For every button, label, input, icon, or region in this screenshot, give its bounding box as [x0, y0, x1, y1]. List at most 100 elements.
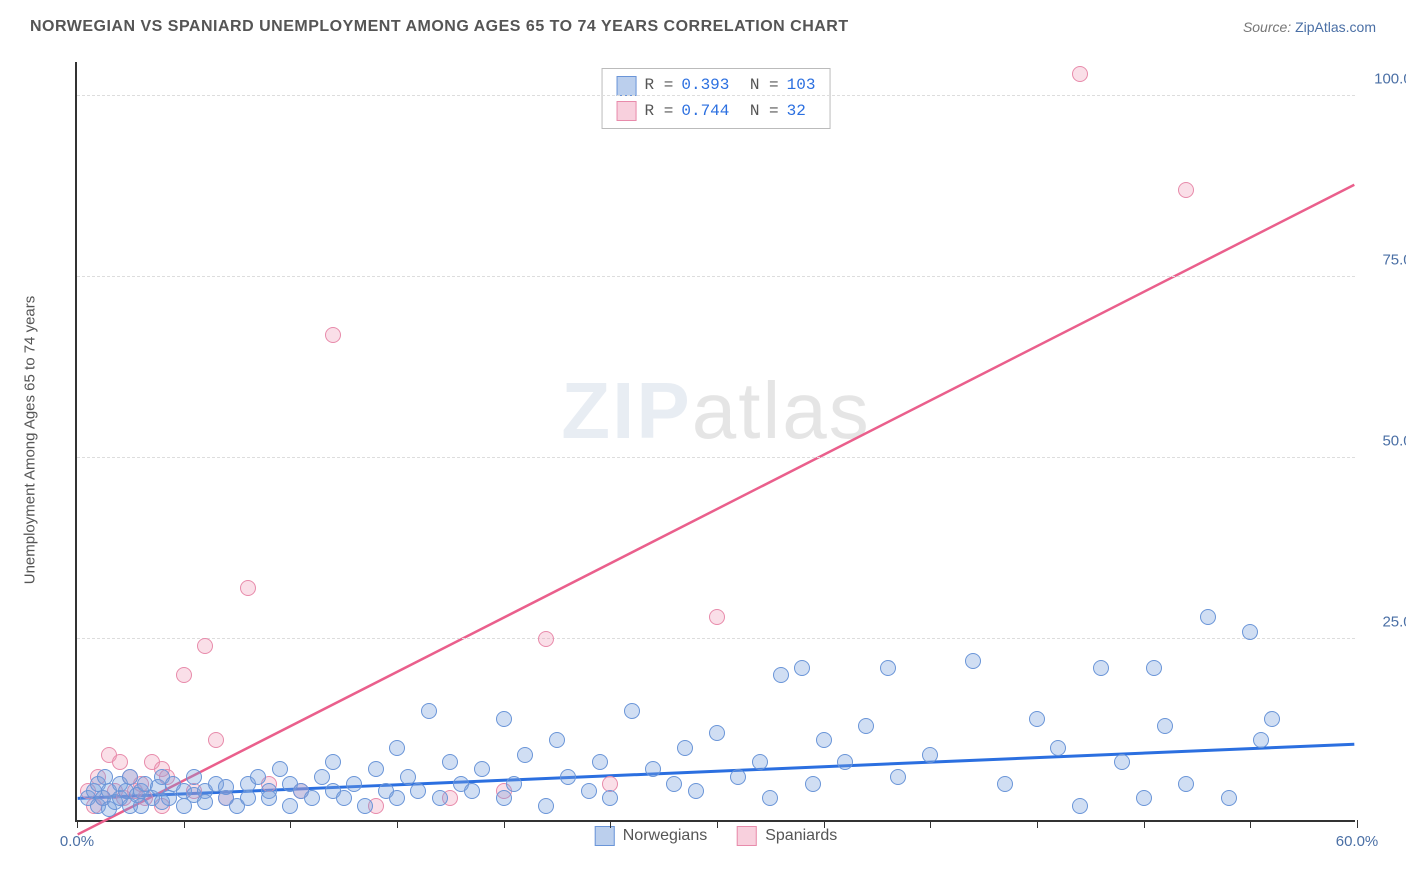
xtick	[1250, 820, 1251, 828]
n-label: N =	[750, 99, 779, 125]
xtick	[397, 820, 398, 828]
swatch-blue-icon	[617, 76, 637, 96]
data-point	[282, 798, 298, 814]
data-point	[837, 754, 853, 770]
data-point	[186, 769, 202, 785]
legend-item-spaniards: Spaniards	[737, 826, 837, 846]
data-point	[240, 580, 256, 596]
gridline-h	[77, 276, 1355, 277]
data-point	[624, 703, 640, 719]
data-point	[1114, 754, 1130, 770]
data-point	[464, 783, 480, 799]
data-point	[858, 718, 874, 734]
xtick	[1037, 820, 1038, 828]
data-point	[368, 761, 384, 777]
data-point	[538, 798, 554, 814]
legend-label: Norwegians	[623, 827, 707, 845]
legend-label: Spaniards	[765, 827, 837, 845]
xtick	[824, 820, 825, 828]
xtick-label: 60.0%	[1336, 833, 1379, 850]
swatch-pink-icon	[617, 101, 637, 121]
r-label: R =	[645, 99, 674, 125]
legend-item-norwegians: Norwegians	[595, 826, 707, 846]
data-point	[517, 747, 533, 763]
data-point	[1242, 624, 1258, 640]
chart-title: NORWEGIAN VS SPANIARD UNEMPLOYMENT AMONG…	[30, 18, 849, 36]
data-point	[400, 769, 416, 785]
data-point	[645, 761, 661, 777]
y-axis-label: Unemployment Among Ages 65 to 74 years	[22, 296, 39, 585]
data-point	[161, 790, 177, 806]
stats-legend: R = 0.393 N = 103 R = 0.744 N = 32	[602, 68, 831, 129]
data-point	[208, 732, 224, 748]
data-point	[506, 776, 522, 792]
data-point	[1072, 798, 1088, 814]
data-point	[538, 631, 554, 647]
n-value: 32	[787, 99, 806, 125]
data-point	[1093, 660, 1109, 676]
data-point	[218, 779, 234, 795]
data-point	[965, 653, 981, 669]
xtick	[610, 820, 611, 828]
data-point	[1157, 718, 1173, 734]
plot-area: ZIPatlas R = 0.393 N = 103 R = 0.744 N =…	[75, 62, 1355, 822]
data-point	[549, 732, 565, 748]
data-point	[325, 754, 341, 770]
xtick	[184, 820, 185, 828]
data-point	[1136, 790, 1152, 806]
data-point	[997, 776, 1013, 792]
data-point	[794, 660, 810, 676]
trend-lines	[77, 62, 1355, 820]
ytick-label: 25.0%	[1382, 614, 1406, 631]
r-value: 0.744	[681, 99, 729, 125]
data-point	[346, 776, 362, 792]
data-point	[1178, 776, 1194, 792]
data-point	[1264, 711, 1280, 727]
data-point	[357, 798, 373, 814]
data-point	[336, 790, 352, 806]
gridline-h	[77, 457, 1355, 458]
data-point	[1072, 66, 1088, 82]
data-point	[304, 790, 320, 806]
data-point	[890, 769, 906, 785]
xtick-label: 0.0%	[60, 833, 94, 850]
watermark-atlas: atlas	[692, 366, 871, 455]
data-point	[261, 790, 277, 806]
data-point	[1050, 740, 1066, 756]
bottom-legend: Norwegians Spaniards	[595, 826, 838, 846]
watermark-zip: ZIP	[561, 366, 691, 455]
xtick	[717, 820, 718, 828]
data-point	[240, 790, 256, 806]
swatch-pink-icon	[737, 826, 757, 846]
data-point	[432, 790, 448, 806]
xtick	[290, 820, 291, 828]
watermark: ZIPatlas	[561, 365, 870, 457]
data-point	[389, 740, 405, 756]
data-point	[1221, 790, 1237, 806]
gridline-h	[77, 95, 1355, 96]
chart-header: NORWEGIAN VS SPANIARD UNEMPLOYMENT AMONG…	[0, 0, 1406, 46]
gridline-h	[77, 638, 1355, 639]
data-point	[880, 660, 896, 676]
data-point	[773, 667, 789, 683]
data-point	[1029, 711, 1045, 727]
data-point	[272, 761, 288, 777]
data-point	[816, 732, 832, 748]
data-point	[666, 776, 682, 792]
data-point	[442, 754, 458, 770]
chart-area: Unemployment Among Ages 65 to 74 years Z…	[60, 50, 1370, 830]
xtick	[1357, 820, 1358, 828]
data-point	[805, 776, 821, 792]
source-attribution: Source: ZipAtlas.com	[1243, 19, 1376, 35]
data-point	[1253, 732, 1269, 748]
data-point	[709, 609, 725, 625]
data-point	[421, 703, 437, 719]
data-point	[474, 761, 490, 777]
source-value: ZipAtlas.com	[1295, 19, 1376, 35]
data-point	[581, 783, 597, 799]
ytick-label: 75.0%	[1382, 252, 1406, 269]
data-point	[602, 790, 618, 806]
data-point	[250, 769, 266, 785]
swatch-blue-icon	[595, 826, 615, 846]
data-point	[752, 754, 768, 770]
